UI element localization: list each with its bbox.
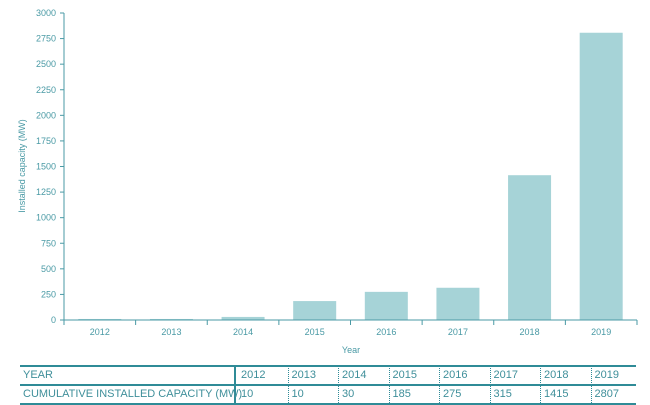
table-top-rule [20, 365, 636, 367]
axes-group: 0 250 500 750 1000 1250 1500 1750 2000 2250 2500 27… [36, 8, 638, 337]
bar-chart: 0 250 500 750 1000 1250 1500 1750 2000 2250 2500 27… [17, 8, 638, 355]
y-axis-label: Installed capacity (MW) [17, 119, 27, 213]
x-axis-label: Year [342, 345, 360, 355]
bar-2013 [149, 318, 193, 320]
x-tick-label-2013: 2013 [161, 327, 181, 337]
y-tick-label-2250: 2250 [36, 85, 56, 95]
table-column-divider [388, 365, 390, 405]
table-year-cell: 2017 [493, 369, 518, 381]
table-capacity-cell: 185 [392, 388, 411, 400]
table-header-divider [234, 365, 236, 405]
table-year-cell: 2012 [241, 369, 266, 381]
table-column-divider [439, 365, 440, 405]
table-capacity-cell: 1415 [544, 388, 569, 400]
table-year-cell: 2013 [291, 369, 316, 381]
table-column-divider [590, 365, 592, 405]
table-capacity-cell: 315 [493, 388, 512, 400]
table-year-cell: 2016 [443, 369, 468, 381]
y-tick-label-500: 500 [41, 264, 56, 274]
bar-2016 [364, 291, 408, 320]
table-year-cell: 2019 [594, 369, 619, 381]
y-tick-label-2500: 2500 [36, 59, 56, 69]
table-capacity-cell: 10 [291, 388, 304, 400]
x-tick-label-2016: 2016 [376, 327, 396, 337]
x-tick-label-2015: 2015 [305, 327, 325, 337]
x-tick-label-2019: 2019 [591, 327, 611, 337]
y-tick-label-1000: 1000 [36, 213, 56, 223]
table-row-capacity: CUMULATIVE INSTALLED CAPACITY (MW) 10 10 3… [20, 384, 636, 404]
bar-2017 [436, 287, 480, 320]
bar-2019 [579, 32, 623, 320]
table-year-cell: 2015 [392, 369, 417, 381]
bar-2018 [508, 175, 552, 320]
y-tick-label-3000: 3000 [36, 8, 56, 18]
y-tick-label-2000: 2000 [36, 110, 56, 120]
y-tick-label-1500: 1500 [36, 162, 56, 172]
table-column-divider [540, 365, 541, 405]
bar-2014 [221, 316, 265, 320]
table-year-cell: 2018 [544, 369, 569, 381]
table-column-divider [489, 365, 491, 405]
y-tick-label-750: 750 [41, 238, 56, 248]
table-capacity-cell: 10 [241, 388, 254, 400]
table-capacity-cell: 275 [443, 388, 462, 400]
table-capacity-cell: 30 [342, 388, 355, 400]
x-tick-label-2012: 2012 [90, 327, 110, 337]
x-tick-label-2014: 2014 [233, 327, 253, 337]
y-tick-label-0: 0 [51, 315, 56, 325]
row-label-year: YEAR [23, 369, 53, 381]
table-year-cell: 2014 [342, 369, 367, 381]
x-tick-label-2017: 2017 [448, 327, 468, 337]
bars-group [78, 32, 623, 320]
row-label-capacity: CUMULATIVE INSTALLED CAPACITY (MW) [23, 388, 243, 400]
x-tick-label-2018: 2018 [520, 327, 540, 337]
table-capacity-cell: 2807 [594, 388, 619, 400]
y-tick-label-1250: 1250 [36, 187, 56, 197]
y-tick-label-2750: 2750 [36, 34, 56, 44]
y-tick-label-1750: 1750 [36, 136, 56, 146]
bar-2012 [78, 318, 122, 320]
bar-2015 [293, 301, 337, 320]
table-column-divider [287, 365, 289, 405]
table-middle-rule [20, 384, 636, 386]
table-row-year: YEAR 2012 2013 2014 2015 2016 2017 2018 2019 [20, 365, 636, 385]
table-column-divider [338, 365, 339, 405]
y-tick-label-250: 250 [41, 289, 56, 299]
